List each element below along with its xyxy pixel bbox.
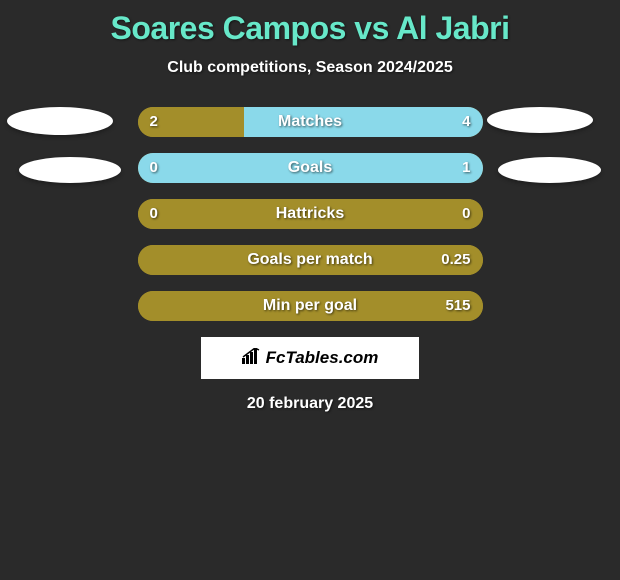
team-badge-placeholder	[487, 107, 593, 133]
bar-track	[138, 199, 483, 229]
stat-row: Matches24	[138, 107, 483, 137]
bar-left	[138, 199, 483, 229]
logo-box: FcTables.com	[201, 337, 419, 379]
page-title: Soares Campos vs Al Jabri	[0, 0, 620, 47]
stat-row: Goals01	[138, 153, 483, 183]
page-subtitle: Club competitions, Season 2024/2025	[0, 59, 620, 77]
comparison-chart: Matches24 Goals01 Hattricks00 Goals per mat…	[0, 107, 620, 321]
bar-right	[244, 107, 482, 137]
bar-track	[138, 153, 483, 183]
stat-row: Hattricks00	[138, 199, 483, 229]
logo: FcTables.com	[242, 348, 379, 369]
team-badge-placeholder	[7, 107, 113, 135]
bar-chart-icon	[242, 348, 262, 369]
date-text: 20 february 2025	[0, 395, 620, 413]
stat-row: Goals per match0.25	[138, 245, 483, 275]
bar-track	[138, 245, 483, 275]
bar-left	[138, 107, 245, 137]
bar-right	[138, 153, 483, 183]
team-badge-placeholder	[498, 157, 601, 183]
bar-track	[138, 291, 483, 321]
stat-row: Min per goal515	[138, 291, 483, 321]
logo-text: FcTables.com	[266, 348, 379, 368]
bar-left	[138, 245, 483, 275]
team-badge-placeholder	[19, 157, 121, 183]
bar-track	[138, 107, 483, 137]
bar-left	[138, 291, 483, 321]
